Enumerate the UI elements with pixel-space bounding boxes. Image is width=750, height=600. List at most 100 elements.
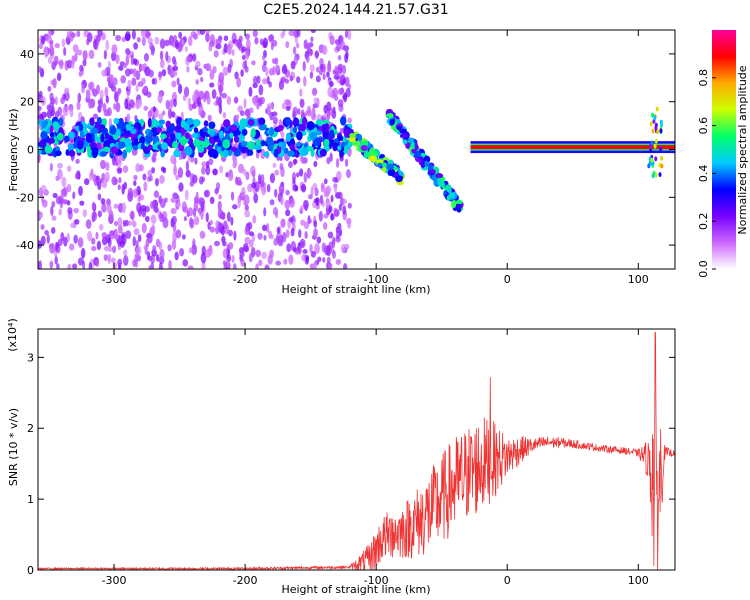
noise-band-blob [197, 145, 205, 153]
noise-speckle [91, 237, 96, 245]
noise-speckle [322, 257, 326, 263]
noise-speckle [143, 105, 149, 111]
noise-speckle [334, 39, 340, 45]
noise-speckle [186, 55, 192, 63]
noise-speckle [145, 238, 150, 248]
noise-speckle [309, 64, 315, 72]
spike-blob [653, 143, 657, 149]
noise-band-blob [339, 116, 347, 126]
noise-speckle [78, 185, 83, 197]
noise-speckle [40, 235, 46, 246]
noise-band-blob [284, 116, 291, 126]
noise-speckle [181, 234, 186, 240]
noise-speckle [255, 263, 259, 269]
noise-band-blob [289, 143, 295, 151]
spike-blob [658, 172, 662, 178]
noise-speckle [347, 202, 352, 209]
noise-speckle [261, 78, 268, 85]
chirp-blob [418, 156, 424, 161]
noise-speckle [263, 60, 267, 66]
spike-blob [654, 172, 658, 178]
chirp-blob [387, 168, 396, 177]
noise-speckle [186, 66, 190, 73]
noise-speckle [110, 85, 117, 92]
chirp-blob [407, 137, 414, 142]
noise-speckle [247, 112, 251, 119]
noise-speckle [187, 35, 193, 47]
noise-band-blob [40, 130, 48, 140]
noise-speckle [117, 258, 123, 267]
noise-speckle [73, 207, 80, 214]
noise-speckle [93, 39, 98, 50]
noise-band-blob [171, 141, 178, 149]
noise-speckle [164, 39, 170, 47]
noise-band-blob [337, 135, 344, 142]
chirp-blob [448, 192, 456, 199]
carrier-core [470, 145, 675, 150]
y-tick-label: 0 [27, 564, 34, 577]
noise-speckle [159, 212, 163, 220]
noise-band-blob [337, 145, 342, 151]
noise-speckle [319, 58, 324, 66]
noise-speckle [172, 70, 178, 77]
noise-band-blob [78, 123, 84, 132]
noise-speckle [308, 218, 312, 224]
noise-band-blob [222, 149, 229, 158]
noise-band-blob [41, 121, 47, 128]
noise-speckle [303, 172, 308, 184]
noise-speckle [227, 43, 232, 55]
noise-speckle [282, 30, 286, 37]
noise-speckle [51, 201, 56, 208]
noise-band-blob [313, 138, 321, 147]
noise-speckle [245, 171, 250, 181]
noise-speckle [201, 166, 206, 175]
noise-speckle [288, 254, 294, 265]
noise-speckle [79, 200, 85, 206]
noise-speckle [38, 105, 42, 112]
noise-speckle [304, 204, 308, 212]
noise-speckle [257, 232, 263, 240]
noise-speckle [308, 194, 313, 200]
noise-speckle [47, 56, 53, 64]
noise-speckle [70, 32, 76, 38]
noise-speckle [57, 106, 63, 116]
noise-speckle [332, 250, 336, 259]
noise-speckle [221, 212, 226, 220]
noise-speckle [307, 48, 313, 57]
noise-speckle [205, 165, 211, 176]
noise-speckle [174, 39, 179, 50]
spike-blob [651, 128, 655, 134]
noise-speckle [192, 174, 198, 184]
noise-speckle [244, 236, 251, 245]
snr-marks [38, 332, 675, 570]
noise-speckle [299, 205, 304, 212]
noise-speckle [145, 31, 152, 38]
noise-speckle [322, 222, 328, 230]
snr-panel: -300 -200 -100 0 100 0 1 2 3 Height of straight … [6, 318, 676, 596]
noise-speckle [88, 82, 93, 90]
noise-band-blob [302, 116, 308, 126]
noise-speckle [133, 228, 140, 236]
noise-band-blob [203, 120, 209, 127]
noise-speckle [231, 204, 238, 210]
noise-speckle [280, 218, 286, 228]
colorbar-tick-label: 0.8 [697, 69, 710, 87]
noise-speckle [233, 230, 237, 241]
noise-speckle [123, 181, 127, 190]
noise-band-blob [323, 138, 330, 147]
noise-speckle [342, 205, 347, 215]
noise-speckle [333, 207, 338, 216]
noise-speckle [117, 264, 122, 269]
noise-speckle [103, 49, 107, 60]
noise-speckle [292, 172, 297, 182]
noise-speckle [167, 108, 173, 119]
noise-speckle [292, 220, 296, 231]
noise-speckle [320, 184, 326, 193]
noise-speckle [203, 190, 209, 198]
noise-speckle [79, 64, 84, 72]
chirp-blob [386, 164, 395, 170]
noise-speckle [284, 78, 290, 84]
noise-speckle [251, 182, 257, 189]
x-tick-label: 100 [628, 273, 649, 286]
noise-speckle [322, 73, 326, 80]
